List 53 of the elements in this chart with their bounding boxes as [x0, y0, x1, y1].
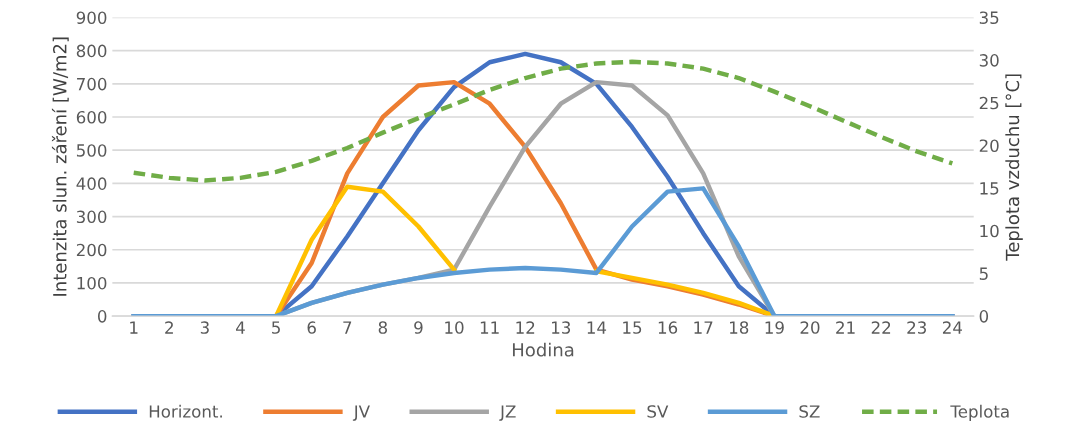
x-tick-label: 8 [378, 321, 388, 334]
y2-tick-label: 0 [979, 310, 989, 323]
legend-label: JV [352, 405, 370, 421]
y2-tick-label: 30 [979, 54, 999, 67]
y2-tick-label: 10 [980, 224, 999, 238]
y-tick-label: 500 [76, 144, 107, 157]
y2-tick-label: 20 [979, 139, 999, 153]
x-tick-label: 1 [130, 321, 138, 334]
x-tick-label: 17 [694, 321, 713, 334]
y-tick-label: 200 [76, 243, 107, 257]
x-tick-label: 13 [552, 321, 571, 334]
y-axis-title: Intenzita slun. záření [W/m2] [51, 37, 69, 296]
x-tick-label: 15 [623, 321, 642, 334]
y2-tick-label: 35 [979, 11, 999, 25]
y-tick-label: 900 [76, 11, 107, 25]
x-tick-label: 6 [307, 321, 316, 334]
y-tick-label: 800 [76, 44, 107, 58]
x-tick-label: 12 [516, 321, 535, 334]
y-tick-label: 0 [97, 310, 107, 323]
x-tick-label: 21 [836, 321, 855, 334]
x-tick-label: 3 [200, 321, 209, 334]
x-tick-label: 10 [445, 321, 464, 334]
x-tick-label: 16 [658, 321, 678, 334]
y-tick-label: 700 [77, 77, 107, 91]
x-tick-label: 9 [414, 321, 423, 334]
y-tick-label: 100 [77, 276, 107, 290]
x-tick-label: 18 [730, 321, 749, 334]
x-tick-label: 7 [343, 321, 352, 334]
x-tick-label: 24 [942, 321, 963, 334]
line-series [131, 59, 955, 183]
y-tick-label: 300 [76, 210, 107, 224]
legend-label: SV [647, 405, 669, 418]
x-tick-label: 22 [871, 321, 891, 334]
legend-label: Teplota [950, 404, 1009, 421]
x-tick-label: 14 [587, 321, 607, 334]
x-tick-label: 5 [272, 321, 280, 334]
x-tick-label: 11 [480, 321, 499, 334]
y2-tick-label: 25 [979, 96, 999, 110]
x-axis-title: Hodina [512, 342, 574, 357]
legend-label: SZ [799, 405, 820, 418]
y2-tick-label: 15 [980, 182, 999, 195]
line-series [131, 186, 955, 317]
x-tick-label: 23 [907, 321, 927, 334]
legend-label: JZ [499, 405, 516, 421]
x-tick-label: 20 [800, 321, 820, 334]
x-tick-label: 2 [165, 321, 173, 334]
y2-tick-label: 5 [979, 267, 988, 280]
y-tick-label: 400 [76, 177, 107, 190]
y2-axis-title: Teplota vzduchu [°C] [1005, 74, 1023, 261]
legend-label: Horizont. [149, 404, 222, 418]
y-tick-label: 600 [76, 110, 107, 124]
x-tick-label: 19 [765, 321, 784, 334]
x-tick-label: 4 [236, 321, 245, 334]
